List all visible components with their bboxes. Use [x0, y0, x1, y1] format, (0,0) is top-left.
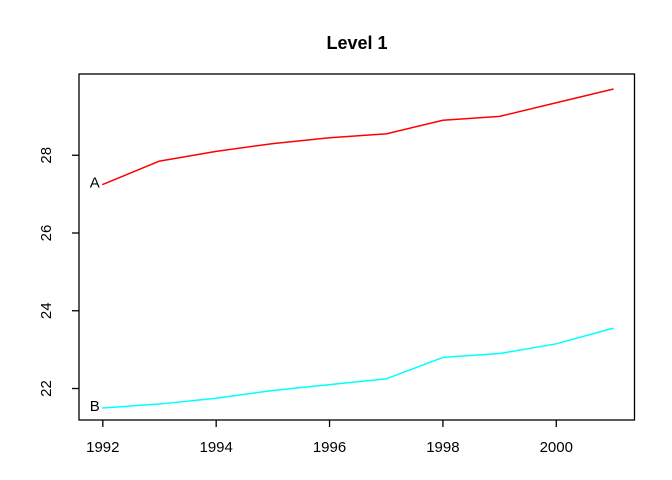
x-tick-label: 1994 [199, 439, 232, 456]
y-tick-label: 28 [38, 147, 55, 164]
y-tick-label: 26 [38, 225, 55, 242]
series-label-B: B [90, 398, 100, 415]
x-tick-label: 1992 [86, 439, 119, 456]
y-tick-label: 22 [38, 380, 55, 397]
x-tick-label: 1996 [313, 439, 346, 456]
x-tick-label: 1998 [426, 439, 459, 456]
chart-title: Level 1 [326, 33, 388, 53]
y-tick-label: 24 [38, 302, 55, 319]
series-line-A [102, 88, 614, 186]
series-line-B [102, 327, 614, 409]
series-label-A: A [90, 174, 100, 191]
x-tick-label: 2000 [540, 439, 573, 456]
plot-box [78, 73, 636, 421]
